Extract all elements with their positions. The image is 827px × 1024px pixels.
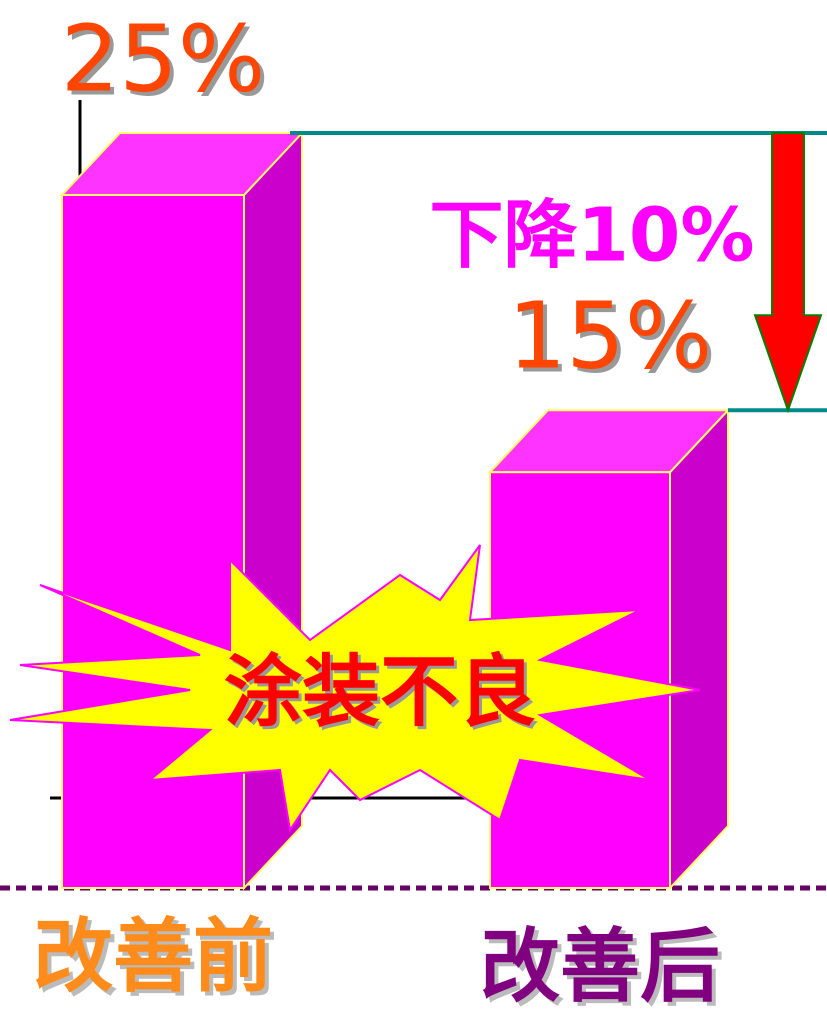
bar [61, 194, 245, 889]
burst-label: 涂装不良 [224, 647, 536, 737]
burst-shape [9, 544, 701, 833]
value-label: 25% [61, 5, 265, 112]
overlay: 涂装不良 [9, 544, 701, 833]
drop-arrow [753, 132, 823, 414]
drop-label: 下降10% [429, 193, 754, 279]
value-label: 15% [508, 283, 712, 390]
category-label: 改善后 [480, 920, 720, 1013]
category-label: 改善前 [33, 910, 273, 1003]
bar-side [669, 407, 729, 891]
